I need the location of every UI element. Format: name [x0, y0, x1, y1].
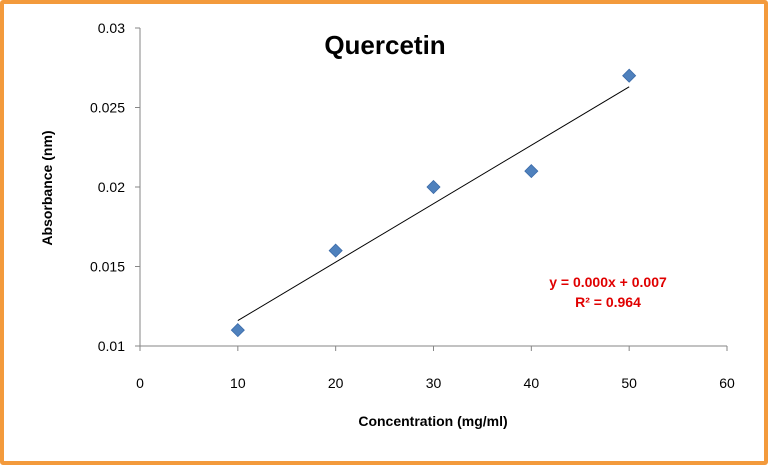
data-point	[426, 179, 441, 195]
data-point	[622, 68, 637, 83]
y-tick-label: 0.025	[90, 100, 125, 116]
data-point	[328, 243, 343, 258]
data-point	[524, 164, 539, 179]
data-point	[230, 323, 245, 338]
x-tick-label: 60	[719, 375, 735, 391]
y-axis-ticks: 0.01 0.015 0.02 0.025 0.03	[90, 20, 140, 354]
x-axis-title: Concentration (mg/ml)	[358, 413, 507, 429]
r-squared-label: R² = 0.964	[575, 294, 641, 310]
x-tick-label: 40	[524, 375, 540, 391]
y-tick-label: 0.03	[98, 20, 125, 36]
x-tick-label: 10	[230, 375, 246, 391]
x-tick-label: 0	[136, 375, 144, 391]
data-points	[230, 68, 637, 338]
y-tick-label: 0.01	[98, 338, 125, 354]
x-tick-label: 30	[426, 375, 442, 391]
y-tick-label: 0.015	[90, 259, 125, 275]
trendline	[237, 86, 630, 321]
x-tick-label: 20	[328, 375, 344, 391]
x-tick-label: 50	[621, 375, 637, 391]
y-tick-label: 0.02	[98, 179, 125, 195]
y-axis-title: Absorbance (nm)	[39, 130, 55, 245]
x-axis-ticks: 0 10 20 30 40 50 60	[136, 346, 735, 391]
trendline-equation: y = 0.000x + 0.007	[549, 274, 667, 290]
chart-title: Quercetin	[324, 30, 445, 60]
